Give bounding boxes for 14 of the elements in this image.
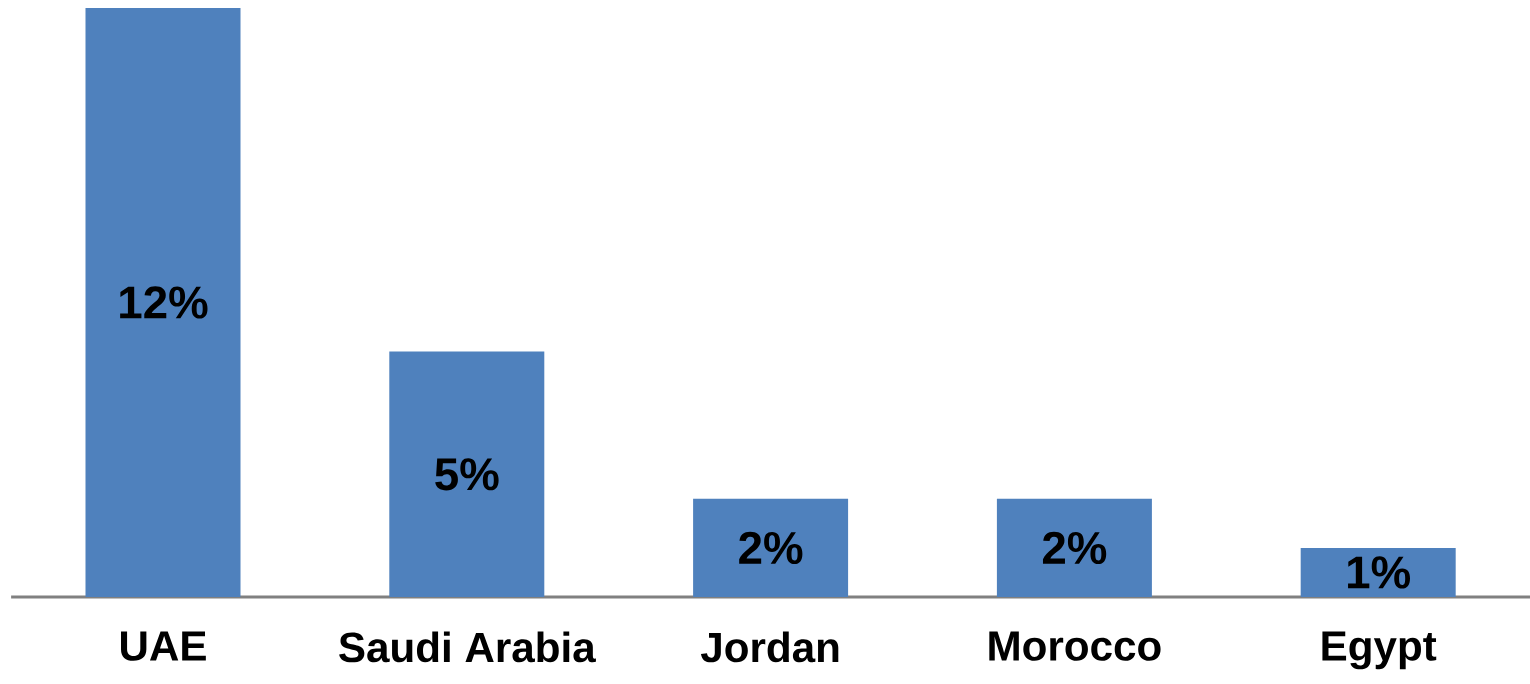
- data-label: 5%: [435, 458, 499, 491]
- bar: [85, 7, 241, 598]
- data-label: 1%: [1348, 556, 1410, 589]
- x-tick-label: Jordan: [700, 631, 839, 663]
- data-label: 2%: [1042, 531, 1107, 565]
- x-tick-label: UAE: [121, 631, 206, 661]
- bar: [389, 351, 545, 598]
- data-label: 12%: [120, 286, 208, 319]
- bar: [693, 498, 849, 598]
- x-tick-label: Saudi Arabia: [339, 631, 596, 663]
- x-tick-label: Egypt: [1322, 631, 1437, 670]
- x-tick-label: Morocco: [989, 631, 1161, 661]
- bar: [996, 498, 1152, 598]
- data-label: 2%: [739, 531, 803, 565]
